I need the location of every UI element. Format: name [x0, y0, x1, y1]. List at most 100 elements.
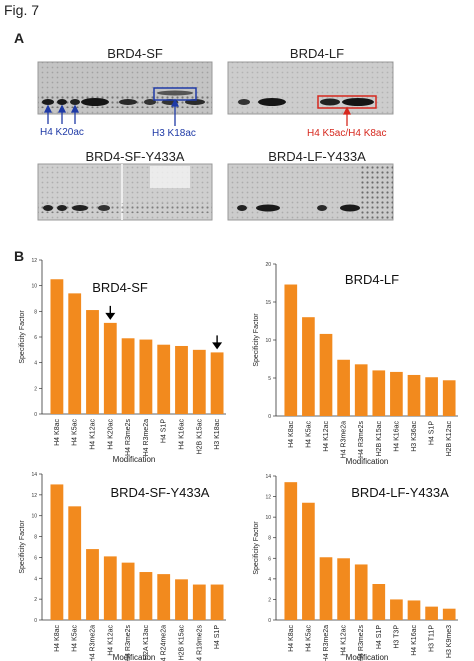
bar-0-4 — [121, 338, 135, 414]
y-tick-label-2: 2 — [34, 597, 37, 603]
blot-images — [37, 61, 394, 221]
x-tick-label-3-0: H4 K8ac — [288, 625, 295, 652]
bar-0-6 — [157, 344, 171, 414]
bar-1-1 — [302, 317, 315, 416]
x-tick-label-1-0: H4 K8ac — [288, 421, 295, 448]
bar-0-2 — [86, 310, 99, 414]
x-tick-label-2-0: H4 K8ac — [54, 625, 61, 652]
y-axis-label-2: Specificity Factor — [19, 520, 26, 574]
x-tick-label-0-7: H4 K16ac — [179, 419, 186, 450]
bar-0-1 — [68, 293, 82, 414]
bar-2-1 — [68, 506, 82, 620]
x-tick-label-3-1: H4 K5ac — [305, 625, 312, 652]
bar-0-5 — [139, 339, 153, 414]
bar-1-9 — [442, 380, 456, 416]
y-axis-label-1: Specificity Factor — [253, 313, 260, 367]
y-tick-label-2: 10 — [31, 514, 37, 520]
x-axis-label-3: Modification — [346, 653, 389, 661]
x-axis-label-0: Modification — [113, 455, 156, 464]
x-tick-label-0-3: H4 K20ac — [107, 419, 114, 450]
x-tick-label-2-3: H4 K12ac — [107, 625, 114, 656]
chart-title-2: BRD4-SF-Y433A — [111, 485, 210, 500]
bar-2-2 — [86, 549, 99, 620]
x-tick-label-2-8: H4 R19me2s — [196, 625, 203, 661]
y-tick-label-1: 5 — [268, 376, 271, 382]
y-tick-label-2: 4 — [34, 576, 37, 582]
x-tick-label-2-6: H4 R24me2a — [161, 625, 168, 661]
x-tick-label-1-5: H2B K15ac — [376, 421, 383, 457]
blue-arrows — [43, 98, 180, 126]
x-tick-label-1-2: H4 K12ac — [323, 421, 330, 452]
y-tick-label-2: 0 — [34, 618, 37, 624]
bar-3-7 — [407, 600, 421, 620]
bar-0-9 — [210, 352, 224, 414]
chart-title-1: BRD4-LF — [345, 272, 399, 287]
x-tick-label-2-9: H4 S1P — [214, 625, 221, 649]
y-tick-label-0: 10 — [31, 284, 37, 290]
bar-2-8 — [192, 584, 206, 620]
chart-title-0: BRD4-SF — [92, 280, 148, 295]
bar-3-8 — [425, 606, 438, 620]
y-tick-label-3: 10 — [265, 515, 271, 521]
y-tick-label-3: 8 — [268, 536, 271, 542]
bar-1-4 — [354, 364, 368, 416]
y-tick-label-0: 6 — [34, 335, 37, 341]
x-tick-label-0-4: H4 R3me2s — [125, 419, 132, 456]
y-axis-label-0: Specificity Factor — [19, 310, 26, 364]
red-arrow — [342, 106, 352, 126]
y-tick-label-2: 8 — [34, 535, 37, 541]
bar-1-0 — [284, 284, 298, 416]
annotation-h3-k18ac: H3 K18ac — [152, 128, 196, 139]
bar-2-9 — [210, 584, 224, 620]
x-tick-label-2-5: H2A K13ac — [143, 625, 150, 661]
blot-title-brd4-lf: BRD4-LF — [289, 46, 345, 61]
bar-3-0 — [284, 482, 298, 620]
bar-0-0 — [50, 279, 64, 414]
bar-1-5 — [372, 370, 386, 416]
y-tick-label-3: 2 — [268, 597, 271, 603]
bar-2-3 — [103, 556, 117, 620]
y-tick-label-2: 12 — [31, 493, 37, 499]
x-axis-label-2: Modification — [113, 653, 156, 661]
x-tick-label-3-6: H3 T3P — [393, 625, 400, 649]
bar-arrow-head-0-9 — [212, 342, 223, 350]
x-tick-label-1-1: H4 K5ac — [305, 421, 312, 448]
x-tick-label-0-8: H2B K15ac — [196, 419, 203, 455]
blot-title-brd4-sf: BRD4-SF — [107, 46, 163, 61]
x-tick-label-0-9: H3 K18ac — [214, 419, 221, 450]
blot-title-brd4-sf-y433a: BRD4-SF-Y433A — [85, 149, 185, 164]
bar-1-3 — [337, 359, 350, 416]
x-tick-label-3-5: H4 S1P — [376, 625, 383, 649]
x-tick-label-3-7: H4 K16ac — [411, 625, 418, 656]
bar-1-8 — [425, 377, 438, 416]
x-tick-label-0-6: H4 S1P — [161, 419, 168, 443]
chart-title-3: BRD4-LF-Y433A — [351, 485, 449, 500]
y-tick-label-3: 6 — [268, 556, 271, 562]
bar-1-7 — [407, 374, 421, 416]
blot-brd4-sf-y433a — [37, 163, 213, 221]
bar-3-1 — [302, 502, 315, 620]
bar-2-4 — [121, 562, 135, 620]
x-tick-label-3-9: H3 K9me3 — [446, 625, 453, 658]
y-tick-label-0: 0 — [34, 412, 37, 418]
y-tick-label-2: 6 — [34, 555, 37, 561]
panel-a-letter: A — [14, 30, 25, 46]
x-tick-label-0-1: H4 K5ac — [72, 419, 79, 446]
x-tick-label-2-1: H4 K5ac — [72, 625, 79, 652]
x-tick-label-2-7: H2B K15ac — [179, 625, 186, 661]
x-tick-label-0-2: H4 K12ac — [90, 419, 97, 450]
bar-0-7 — [175, 345, 188, 414]
bar-0-8 — [192, 349, 206, 414]
bar-3-3 — [337, 558, 350, 620]
blot-brd4-lf-y433a — [227, 163, 394, 221]
x-tick-label-2-2: H4 R3me2a — [90, 625, 97, 661]
x-tick-label-3-3: H4 K12ac — [341, 625, 348, 656]
annotation-h4-k5ac-k8ac: H4 K5ac/H4 K8ac — [307, 128, 387, 139]
bar-2-7 — [175, 579, 188, 620]
bar-2-6 — [157, 574, 171, 620]
x-tick-label-3-2: H4 R3me2a — [323, 625, 330, 661]
bar-3-2 — [319, 557, 333, 620]
bar-1-6 — [390, 371, 403, 416]
y-tick-label-1: 15 — [265, 300, 271, 306]
